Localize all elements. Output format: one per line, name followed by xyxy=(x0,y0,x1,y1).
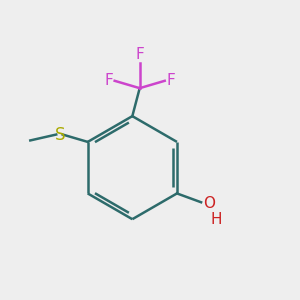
Text: F: F xyxy=(135,47,144,62)
Text: O: O xyxy=(203,196,215,211)
Text: F: F xyxy=(104,73,113,88)
Text: H: H xyxy=(210,212,222,227)
Text: F: F xyxy=(166,73,175,88)
Text: S: S xyxy=(55,125,65,143)
